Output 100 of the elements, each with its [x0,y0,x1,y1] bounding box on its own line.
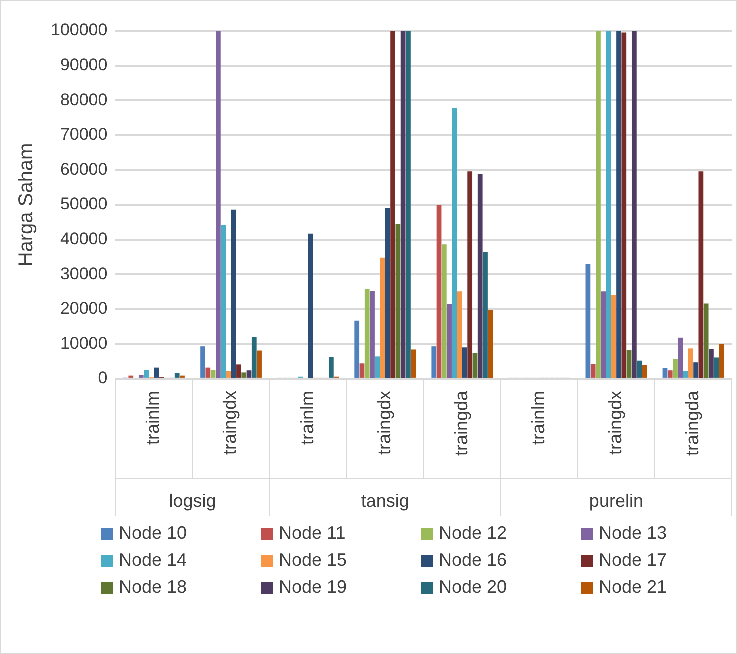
bar [694,362,698,378]
bar [616,31,622,378]
y-tick-label: 40000 [60,229,108,248]
bar [611,295,616,378]
bar [400,31,406,378]
bar [432,346,437,378]
bar [216,31,221,378]
legend-label: Node 20 [439,577,508,598]
bar [447,304,452,378]
bar [462,348,468,378]
bar [390,31,396,378]
bar [231,210,236,378]
legend-label: Node 10 [119,523,188,544]
bar [678,338,684,378]
y-tick-label: 80000 [60,90,108,110]
bar [370,291,375,378]
bar [206,368,211,378]
x-tick-label: traingda [682,390,702,456]
legend-label: Node 11 [279,523,346,544]
bar [246,370,252,378]
legend-label: Node 14 [119,550,188,571]
bar [626,350,632,378]
legend-label: Node 19 [279,577,348,598]
y-tick-label: 30000 [60,264,108,284]
bar [601,292,606,378]
bar [364,289,370,378]
bar [472,353,478,378]
bar [154,368,160,378]
bar [354,320,360,378]
bar [236,364,242,378]
bar [411,350,416,378]
y-tick-label: 20000 [60,299,108,318]
y-tick-label: 0 [98,368,108,388]
bar [606,31,612,378]
bar [226,371,232,378]
bar [704,304,709,378]
bar [200,346,206,378]
bar [673,359,678,378]
bar [380,258,386,378]
bar [396,224,401,378]
legend-label: Node 17 [599,550,668,571]
bar [138,375,144,378]
bar [622,32,627,378]
legend-label: Node 15 [279,550,348,571]
bar [637,360,642,378]
bar [719,344,724,378]
bar [714,358,720,378]
x-tick-label: trainlm [297,390,318,445]
x-tick-label: traingda [451,390,472,456]
bar [662,368,668,378]
bar [242,372,247,378]
bar [210,370,216,378]
bar [221,225,226,378]
bar [252,337,257,378]
bar [452,108,458,378]
bar [328,357,334,378]
bar [442,244,447,378]
bar [590,364,596,378]
bar [406,31,411,378]
bar [144,370,149,378]
bar [174,373,180,378]
y-tick-label: 60000 [60,160,108,179]
y-axis-title: Harga Saham [16,143,38,267]
legend-label: Node 18 [119,577,188,598]
x-tick-label: traingdx [220,390,240,455]
bar [375,356,380,378]
bar [385,208,390,378]
text: purelin [589,490,644,511]
legend-label: Node 12 [439,523,508,544]
text: tansig [361,490,410,511]
bar [308,234,314,378]
bar [596,31,601,378]
bar [586,264,591,378]
y-tick-label: 70000 [60,125,108,144]
legend-label: Node 16 [439,550,508,571]
y-tick-label: 10000 [60,334,108,353]
text: logsig [169,490,216,511]
bar [483,252,488,378]
bar [642,365,648,378]
bar [688,348,694,378]
bar [709,349,714,378]
y-tick-label: 50000 [60,194,108,214]
x-tick-label: trainlm [143,390,164,445]
bar [478,174,483,378]
x-tick-label: traingdx [605,390,626,455]
bar [698,172,704,378]
bar [488,310,494,378]
bar [668,370,673,378]
x-tick-label: traingdx [374,390,394,455]
bar [257,350,262,378]
y-tick-label: 90000 [60,55,108,74]
bar [632,31,637,378]
bar [457,292,462,378]
bar [683,371,688,378]
bar [360,364,365,378]
y-tick-label: 100000 [50,20,108,40]
legend-label: Node 13 [599,523,668,544]
bar [468,172,473,378]
legend-label: Node 21 [599,577,668,598]
x-tick-label: trainlm [528,390,548,445]
